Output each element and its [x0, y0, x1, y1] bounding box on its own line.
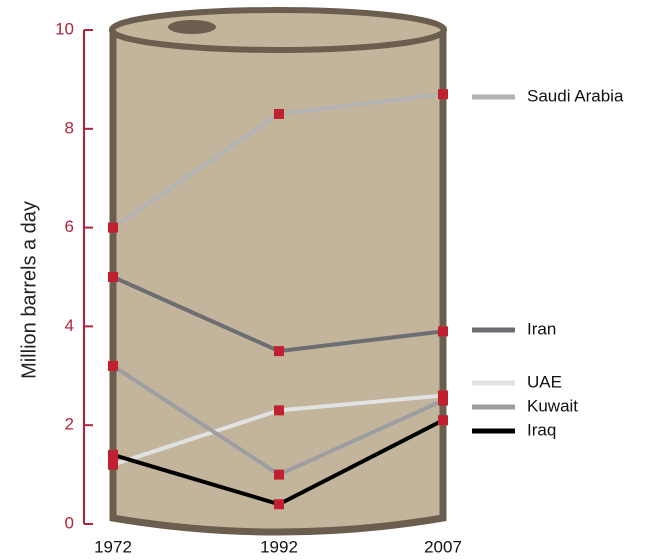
marker	[438, 326, 448, 336]
legend-label: Iran	[527, 319, 556, 338]
legend-label: Iraq	[527, 420, 556, 439]
barrel-body	[113, 30, 443, 532]
y-tick-label: 8	[65, 118, 74, 137]
marker	[108, 223, 118, 233]
marker	[274, 499, 284, 509]
y-tick-label: 6	[65, 217, 74, 236]
marker	[438, 396, 448, 406]
barrel-top	[112, 10, 444, 50]
marker	[274, 346, 284, 356]
marker	[274, 405, 284, 415]
x-tick-label: 1972	[94, 537, 132, 556]
barrel-hole	[168, 20, 216, 34]
y-tick-label: 10	[55, 19, 74, 38]
x-tick-label: 1992	[260, 537, 298, 556]
y-tick-label: 2	[65, 415, 74, 434]
y-axis-label: Million barrels a day	[18, 201, 40, 379]
x-tick-label: 2007	[424, 537, 462, 556]
legend-label: UAE	[527, 372, 562, 391]
marker	[108, 361, 118, 371]
marker	[438, 89, 448, 99]
marker	[274, 109, 284, 119]
marker	[438, 415, 448, 425]
legend-label: Saudi Arabia	[527, 86, 624, 105]
y-tick-label: 0	[65, 513, 74, 532]
marker	[274, 470, 284, 480]
marker	[108, 450, 118, 460]
y-tick-label: 4	[65, 316, 74, 335]
chart: Million barrels a day 0 2 4 6 8 10 1972 1992 200…	[0, 0, 654, 560]
marker	[108, 460, 118, 470]
legend-label: Kuwait	[527, 396, 578, 415]
marker	[108, 272, 118, 282]
